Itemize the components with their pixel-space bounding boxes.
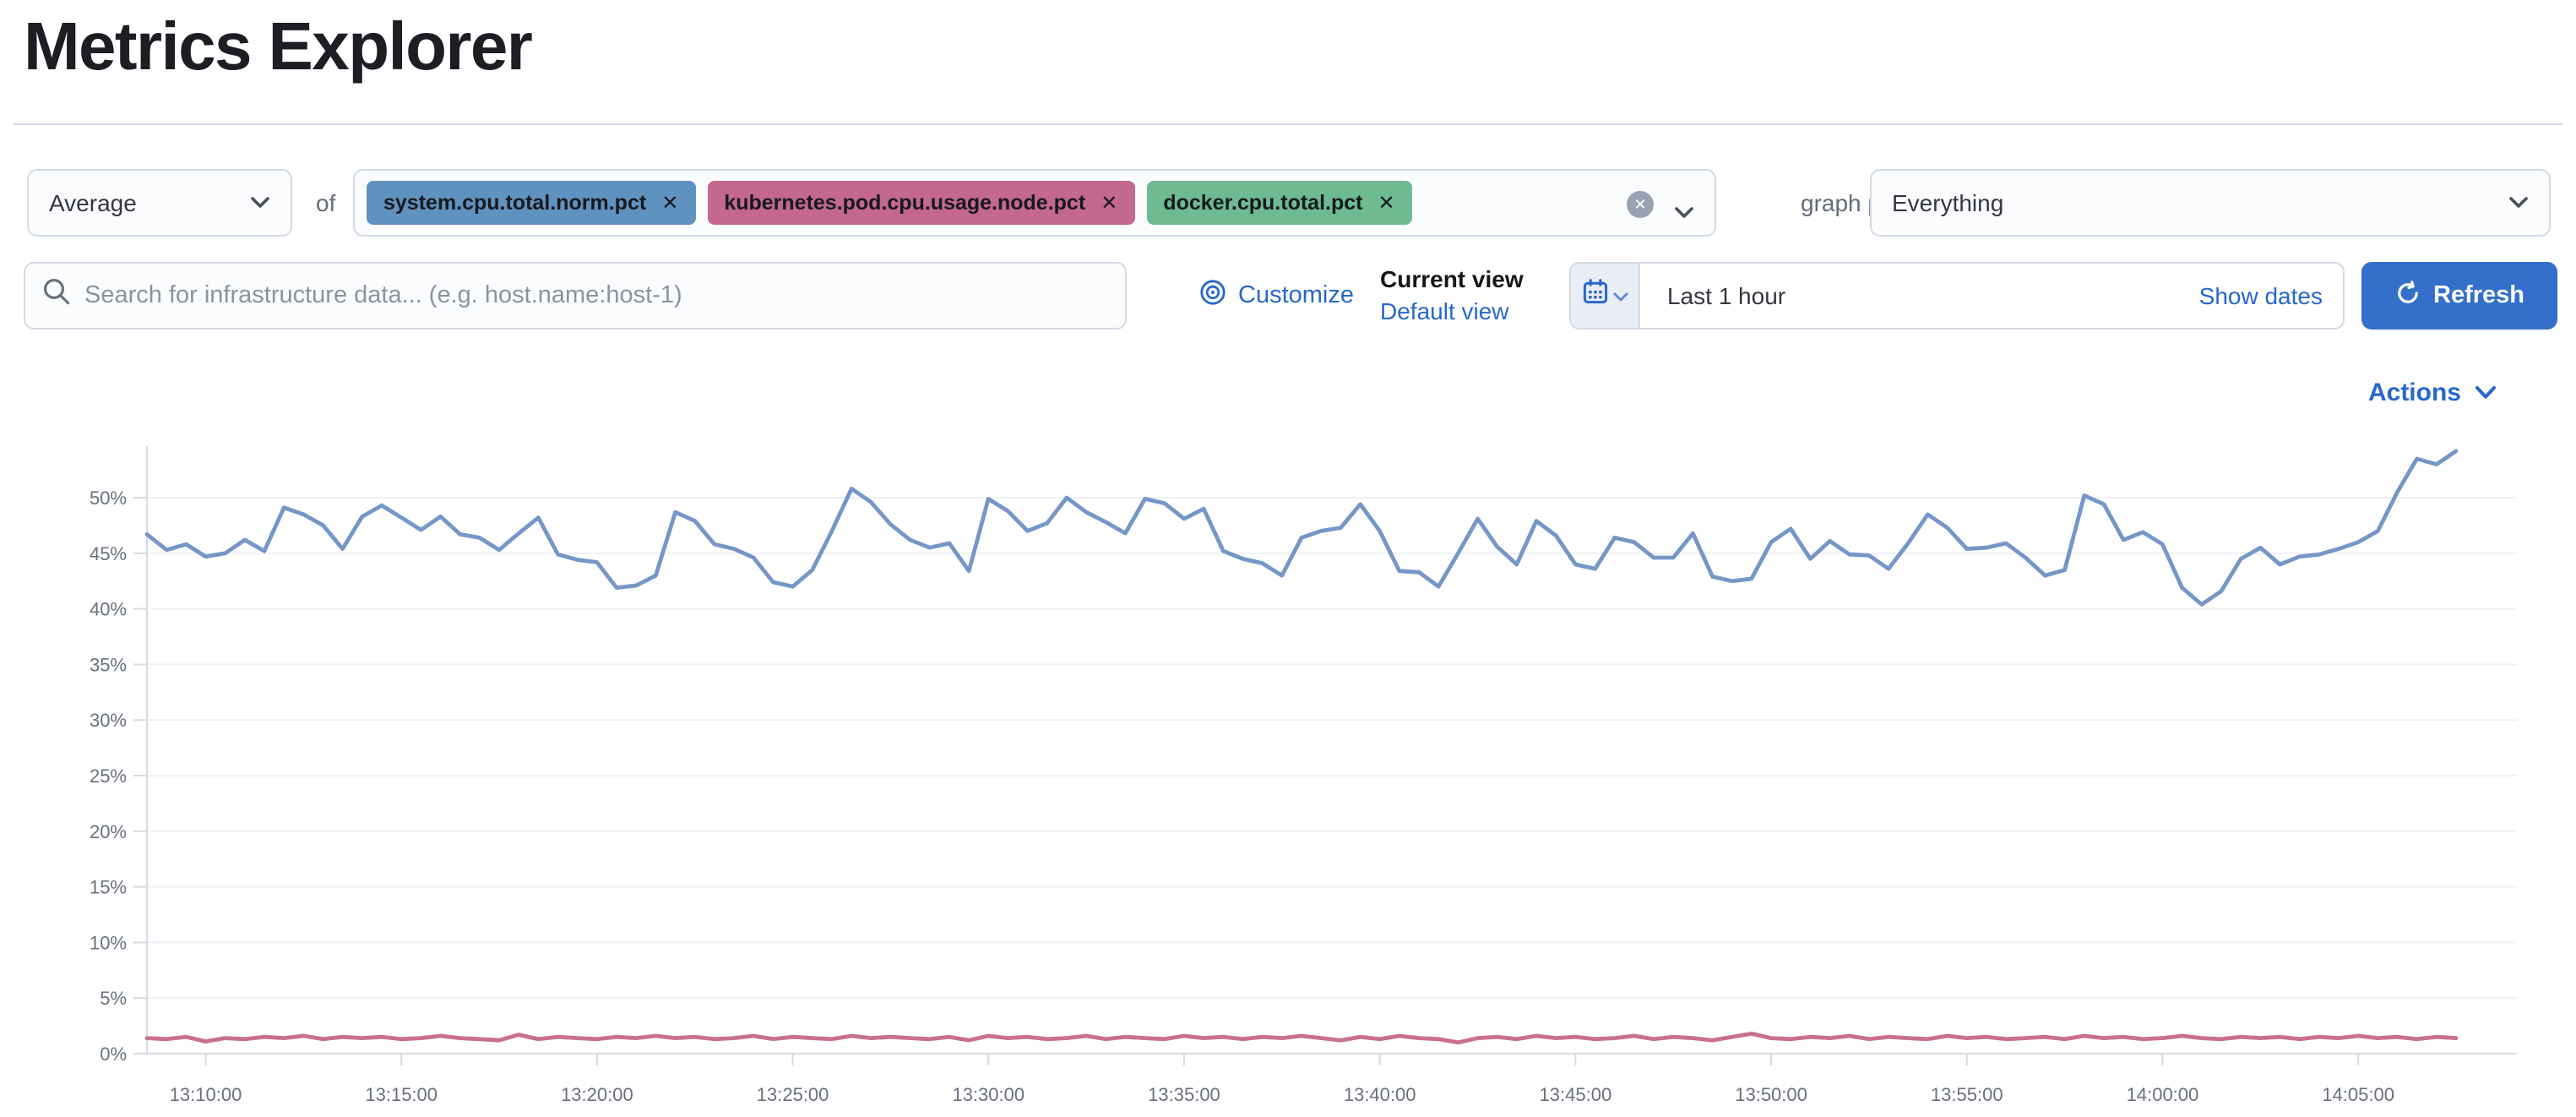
remove-metric-icon[interactable]: ✕: [1378, 191, 1395, 215]
svg-text:13:15:00: 13:15:00: [365, 1084, 437, 1105]
chevron-down-icon: [250, 188, 270, 218]
svg-text:20%: 20%: [90, 821, 127, 842]
svg-text:40%: 40%: [90, 599, 127, 620]
graph-per-value: Everything: [1892, 189, 2004, 216]
of-label: of: [316, 189, 336, 216]
search-toolbar: Customize Current view Default view Last…: [0, 262, 2576, 330]
customize-button[interactable]: Customize: [1199, 262, 1354, 330]
chevron-down-icon: [2475, 379, 2497, 407]
svg-text:45%: 45%: [90, 543, 127, 564]
svg-text:13:50:00: 13:50:00: [1735, 1084, 1807, 1105]
metrics-chart[interactable]: 0% 5% 10% 15% 20% 25% 30% 35% 40% 45% 50% 13:10:00 1…: [0, 433, 2576, 1109]
svg-text:0%: 0%: [100, 1043, 127, 1065]
svg-text:13:20:00: 13:20:00: [561, 1084, 633, 1105]
metric-pill-kubernetes-pod-cpu[interactable]: kubernetes.pod.cpu.usage.node.pct ✕: [707, 181, 1135, 225]
show-dates-link[interactable]: Show dates: [2198, 282, 2323, 309]
metric-pill-docker-cpu[interactable]: docker.cpu.total.pct ✕: [1146, 181, 1412, 225]
svg-text:50%: 50%: [90, 488, 127, 509]
actions-label: Actions: [2367, 379, 2461, 407]
svg-text:13:30:00: 13:30:00: [952, 1084, 1024, 1105]
default-view-link[interactable]: Default view: [1380, 297, 1509, 324]
svg-text:13:45:00: 13:45:00: [1540, 1084, 1612, 1105]
aggregation-value: Average: [49, 189, 137, 216]
svg-text:35%: 35%: [90, 654, 127, 675]
chevron-down-icon: [2508, 188, 2529, 218]
chevron-down-icon: [1612, 281, 1628, 311]
svg-text:14:00:00: 14:00:00: [2127, 1084, 2199, 1105]
refresh-button[interactable]: Refresh: [2361, 262, 2557, 330]
graph-per-select[interactable]: Everything: [1870, 169, 2551, 237]
date-quick-select-button[interactable]: [1571, 264, 1640, 328]
svg-text:30%: 30%: [90, 710, 127, 731]
header-divider: [14, 123, 2562, 125]
clear-all-metrics-button[interactable]: ✕: [1627, 191, 1654, 218]
metric-pill-system-cpu[interactable]: system.cpu.total.norm.pct ✕: [367, 181, 696, 225]
time-range-value[interactable]: Last 1 hour: [1667, 282, 1786, 309]
svg-text:13:55:00: 13:55:00: [1931, 1084, 2003, 1105]
svg-text:14:05:00: 14:05:00: [2322, 1084, 2394, 1105]
metric-pill-label: system.cpu.total.norm.pct: [383, 191, 647, 215]
current-view-label: Current view: [1380, 265, 1524, 292]
metric-pill-label: docker.cpu.total.pct: [1163, 191, 1363, 215]
svg-text:10%: 10%: [90, 932, 127, 953]
svg-text:5%: 5%: [100, 988, 127, 1009]
search-input[interactable]: [84, 282, 1108, 309]
refresh-icon: [2394, 280, 2420, 312]
svg-text:13:25:00: 13:25:00: [757, 1084, 829, 1105]
calendar-icon: [1582, 279, 1607, 313]
metrics-combo-box[interactable]: system.cpu.total.norm.pct ✕ kubernetes.p…: [353, 169, 1716, 237]
page-title: Metrics Explorer: [24, 10, 533, 84]
customize-label: Customize: [1238, 282, 1354, 309]
chevron-down-icon[interactable]: [1674, 198, 1694, 228]
date-picker: Last 1 hour Show dates: [1569, 262, 2345, 330]
bullseye-icon: [1199, 279, 1226, 313]
actions-menu-button[interactable]: Actions: [2368, 379, 2497, 407]
metric-pill-label: kubernetes.pod.cpu.usage.node.pct: [724, 191, 1086, 215]
search-box[interactable]: [24, 262, 1127, 330]
svg-text:13:10:00: 13:10:00: [170, 1084, 242, 1105]
remove-metric-icon[interactable]: ✕: [661, 191, 679, 215]
svg-text:15%: 15%: [90, 877, 127, 898]
aggregation-select[interactable]: Average: [27, 169, 292, 237]
view-switcher: Current view Default view: [1380, 264, 1524, 328]
search-icon: [42, 277, 71, 314]
remove-metric-icon[interactable]: ✕: [1101, 191, 1118, 215]
svg-text:25%: 25%: [90, 766, 127, 787]
refresh-label: Refresh: [2433, 282, 2524, 309]
svg-text:13:35:00: 13:35:00: [1148, 1084, 1220, 1105]
metrics-toolbar: Average of system.cpu.total.norm.pct ✕ k…: [0, 169, 2576, 237]
line-chart-svg[interactable]: 0% 5% 10% 15% 20% 25% 30% 35% 40% 45% 50% 13:10:00 1…: [0, 433, 2576, 1109]
svg-text:13:40:00: 13:40:00: [1344, 1084, 1416, 1105]
